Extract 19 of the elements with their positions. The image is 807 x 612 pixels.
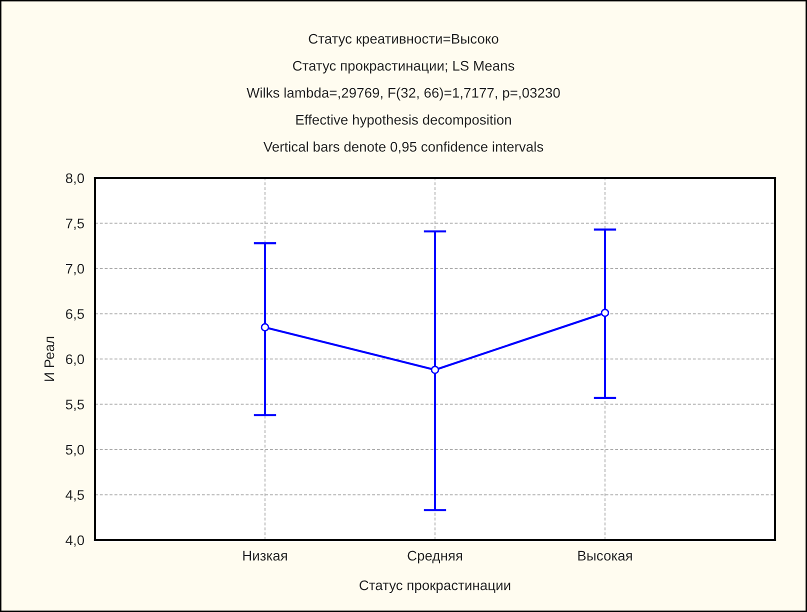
y-tick-label: 8,0 — [66, 173, 84, 185]
y-tick-label: 6,0 — [66, 354, 84, 366]
y-tick-label: 4,0 — [66, 535, 84, 547]
x-tick-label: Низкая — [243, 550, 287, 561]
y-tick-label: 5,5 — [66, 400, 84, 412]
text: Effective hypothesis decomposition — [296, 114, 511, 128]
y-tick-label: 7,0 — [66, 264, 84, 276]
x-tick-label: Средняя — [408, 550, 462, 564]
y-tick-label: 6,5 — [66, 309, 84, 321]
y-axis-title: И Реал — [44, 336, 54, 381]
y-tick-label: 4,5 — [66, 490, 84, 502]
text: Vertical bars denote 0,95 confidence intervals — [263, 142, 544, 154]
x-tick-label: Высокая — [578, 550, 632, 561]
x-axis-title: Статус прокрастинации — [360, 580, 510, 593]
chart-title: Статус креативности=Высоко — [308, 34, 498, 46]
y-tick-label: 5,0 — [66, 444, 84, 456]
chart-subtitle: Статус прокрастинации; LS Means — [292, 60, 514, 74]
y-tick-label: 7,5 — [66, 218, 84, 230]
text: Wilks lambda=,29769, F(32, 66)=1,7177, p=,03230 — [246, 88, 560, 100]
